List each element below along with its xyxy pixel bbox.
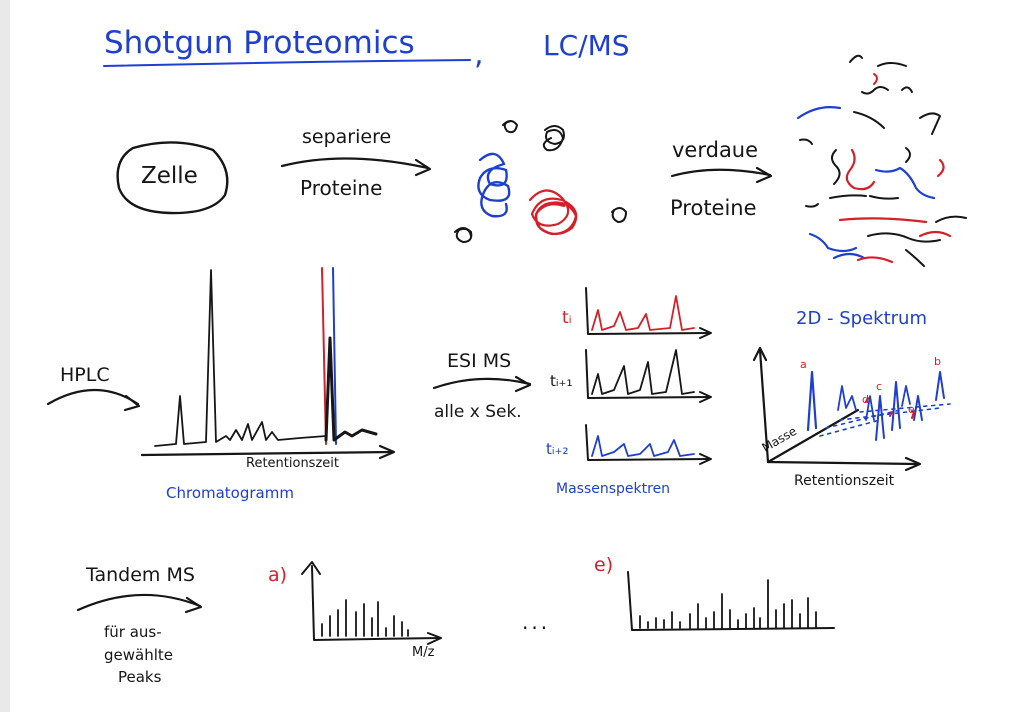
tandem-note-1: für aus- [104, 623, 162, 641]
spectrum-2d-plot [752, 346, 951, 472]
cell-outline [116, 141, 229, 215]
title-main: Shotgun Proteomics [104, 25, 415, 61]
time-label-3: tᵢ₊₂ [546, 440, 569, 458]
arrow-esi [432, 377, 532, 390]
tandem-spectrum-e [627, 571, 835, 631]
mass-spectrum-2 [585, 349, 712, 403]
esi-label: ESI MS [447, 350, 512, 372]
arrow-hplc [46, 389, 140, 406]
esi-note: alle x Sek. [434, 402, 522, 422]
peptide-fragments [796, 54, 967, 267]
proteins-label-2: Proteine [670, 196, 757, 220]
tandem-label: Tandem MS [86, 564, 195, 586]
hplc-label: HPLC [60, 364, 110, 386]
time-label-2: tᵢ₊₁ [550, 372, 573, 390]
spectrum-2d-title: 2D - Spektrum [796, 308, 928, 329]
arrow-separate [280, 157, 430, 170]
arrow-digest-head [755, 166, 773, 184]
time-label-1: tᵢ [562, 308, 572, 328]
arrow-hplc-head [123, 394, 141, 412]
chromatogram-caption: Chromatogramm [166, 484, 294, 502]
peak-marker-e: e [908, 403, 915, 416]
arrow-tandem-head [184, 596, 203, 614]
tandem-x-label: M/z [412, 645, 435, 660]
panel-e-label: e) [594, 554, 614, 576]
peak-marker-c: c [876, 380, 883, 393]
axis-diagonal [766, 408, 860, 464]
proteins-label-1: Proteine [300, 176, 383, 200]
cell-label: Zelle [141, 163, 198, 189]
spectrum-2d-x-label: Retentionszeit [794, 473, 895, 489]
arrow-digest [670, 168, 772, 178]
protein-black-3 [454, 227, 473, 243]
title-underline [103, 59, 471, 67]
separate-label: separiere [302, 126, 392, 148]
axis-retention [766, 460, 920, 466]
digest-label: verdaue [672, 138, 759, 162]
protein-black-4 [611, 207, 627, 223]
arrow-separate-head [414, 158, 432, 177]
tandem-note-3: Peaks [118, 668, 162, 686]
tandem-spectrum-a [301, 561, 442, 645]
title-sub: LC/MS [543, 29, 630, 62]
axis-mass [758, 348, 770, 464]
mass-spectra-caption: Massenspektren [556, 481, 671, 497]
ellipsis: ... [522, 610, 551, 634]
title-comma: , [474, 37, 484, 72]
arrow-esi-head [514, 375, 532, 393]
protein-blue [477, 152, 511, 218]
chromatogram [140, 267, 396, 460]
peak-marker-a: a [800, 358, 807, 371]
peak-marker-d: d [862, 393, 869, 406]
chromatogram-axis-head [378, 444, 396, 460]
peak-marker-b: b [934, 355, 941, 368]
panel-a-label: a) [268, 564, 288, 586]
protein-black-2 [502, 120, 518, 134]
mass-spectrum-1 [585, 287, 712, 339]
tandem-note-2: gewählte [104, 646, 173, 664]
protein-red [528, 189, 578, 236]
chromatogram-x-label: Retentionszeit [246, 456, 339, 471]
mass-spectrum-3 [585, 424, 712, 465]
protein-cluster [454, 120, 627, 243]
chromatogram-axis [140, 450, 394, 457]
protein-black-1 [542, 125, 565, 152]
arrow-tandem [76, 593, 202, 612]
